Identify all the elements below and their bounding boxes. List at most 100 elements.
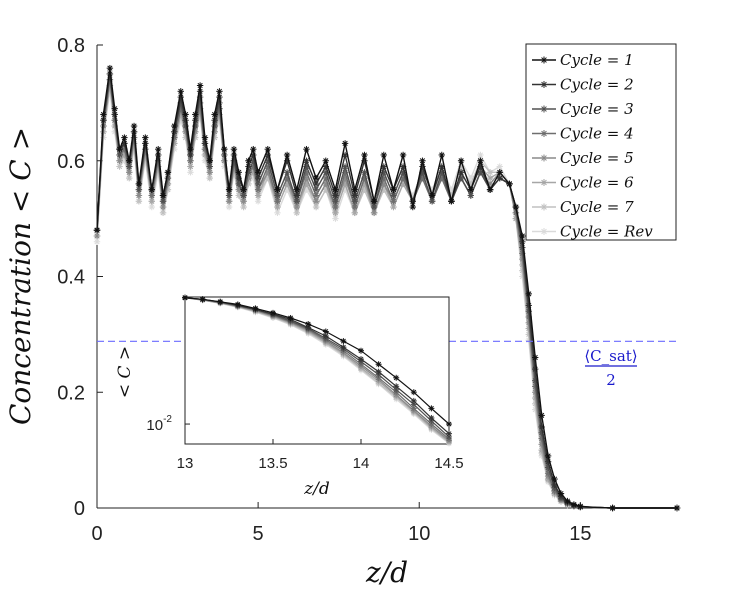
- data-point: [486, 186, 494, 193]
- inset-y-axis-label: < C >: [115, 346, 135, 398]
- main-ticks: 0 5 10 15 0 0.2 0.4 0.6 0.8: [57, 35, 591, 545]
- data-point: [293, 209, 300, 217]
- legend-label: Cycle = 4: [560, 125, 634, 143]
- data-point: [274, 203, 281, 211]
- data-point: [135, 192, 143, 199]
- inset-data-point: [358, 347, 364, 354]
- data-point: [551, 475, 558, 483]
- data-point: [303, 157, 310, 164]
- data-point: [240, 198, 247, 205]
- annotation-numerator: ⟨C_sat⟩: [584, 347, 637, 365]
- data-point: [130, 122, 138, 130]
- data-point: [254, 198, 262, 205]
- data-point: [274, 192, 281, 199]
- legend-marker: [540, 105, 548, 113]
- data-point: [135, 198, 143, 205]
- legend-label: Cycle = 6: [560, 174, 634, 192]
- data-point: [332, 192, 339, 199]
- main-series: [93, 64, 681, 512]
- legend-marker: [540, 154, 548, 162]
- legend-label: Cycle = 1: [560, 51, 634, 69]
- data-point: [486, 169, 494, 176]
- data-point: [148, 198, 155, 205]
- data-point: [557, 490, 565, 497]
- data-point: [457, 157, 465, 164]
- inset-y-tick-label: 10-2: [146, 414, 172, 434]
- inset-series-line-1: [184, 297, 450, 425]
- data-point: [351, 203, 358, 211]
- data-point: [216, 88, 223, 95]
- inset-data-point: [217, 298, 224, 305]
- data-point: [164, 169, 172, 176]
- legend-label: Cycle = 2: [560, 76, 634, 94]
- data-point: [171, 122, 178, 130]
- data-point: [225, 203, 233, 211]
- data-point: [240, 186, 247, 193]
- inset-data-point: [375, 361, 382, 368]
- inset-plot: 13 13.5 14 14.5 z/d < C > 10-2: [115, 294, 464, 499]
- data-point: [544, 452, 552, 460]
- data-point: [496, 174, 503, 182]
- data-point: [380, 151, 387, 159]
- data-point: [196, 82, 204, 89]
- data-point: [390, 186, 397, 193]
- data-point: [370, 209, 378, 217]
- data-point: [390, 203, 397, 211]
- data-point: [240, 203, 247, 211]
- data-point: [225, 186, 233, 193]
- data-point: [254, 192, 262, 199]
- data-point: [221, 145, 228, 153]
- data-point: [206, 163, 213, 170]
- inset-data-point: [182, 294, 188, 301]
- data-point: [564, 497, 571, 505]
- data-point: [135, 180, 143, 188]
- data-point: [116, 157, 123, 164]
- legend-marker: [540, 130, 548, 137]
- data-point: [93, 238, 101, 245]
- inset-data-point: [305, 321, 312, 328]
- inset-data-point: [340, 338, 347, 345]
- data-point: [206, 157, 213, 164]
- inset-data-point: [428, 405, 435, 412]
- data-point: [496, 169, 503, 176]
- data-point: [187, 145, 194, 153]
- data-point: [230, 145, 238, 153]
- data-point: [312, 180, 320, 188]
- data-point: [486, 174, 494, 182]
- data-point: [148, 186, 155, 193]
- legend-label: Cycle = 7: [560, 198, 634, 216]
- data-point: [322, 157, 329, 164]
- data-point: [206, 174, 213, 182]
- inset-x-tick-label: 14: [353, 455, 370, 472]
- data-point: [187, 163, 194, 170]
- data-point: [187, 157, 194, 164]
- annotation-denominator: 2: [606, 371, 616, 389]
- inset-x-tick-label: 14.5: [434, 455, 463, 472]
- inset-data-point: [270, 309, 276, 316]
- data-point: [177, 88, 184, 95]
- data-point: [187, 169, 194, 176]
- data-point: [264, 145, 271, 153]
- data-point: [438, 151, 445, 159]
- data-point: [496, 163, 503, 170]
- data-point: [293, 198, 300, 205]
- legend-marker: [540, 81, 548, 88]
- data-point: [293, 186, 300, 193]
- data-point: [225, 198, 233, 205]
- data-point: [351, 209, 358, 217]
- data-point: [245, 157, 252, 164]
- inset-x-axis-label: z/d: [303, 479, 330, 499]
- data-point: [100, 111, 107, 118]
- inset-data-point: [428, 414, 435, 421]
- inset-data-point: [358, 356, 364, 363]
- data-point: [274, 198, 281, 205]
- data-point: [312, 198, 320, 205]
- legend-marker: [540, 179, 548, 186]
- legend-marker: [540, 56, 548, 64]
- data-point: [351, 186, 358, 193]
- data-point: [93, 227, 101, 234]
- legend-marker: [540, 228, 548, 235]
- data-point: [448, 198, 455, 205]
- data-point: [111, 105, 118, 112]
